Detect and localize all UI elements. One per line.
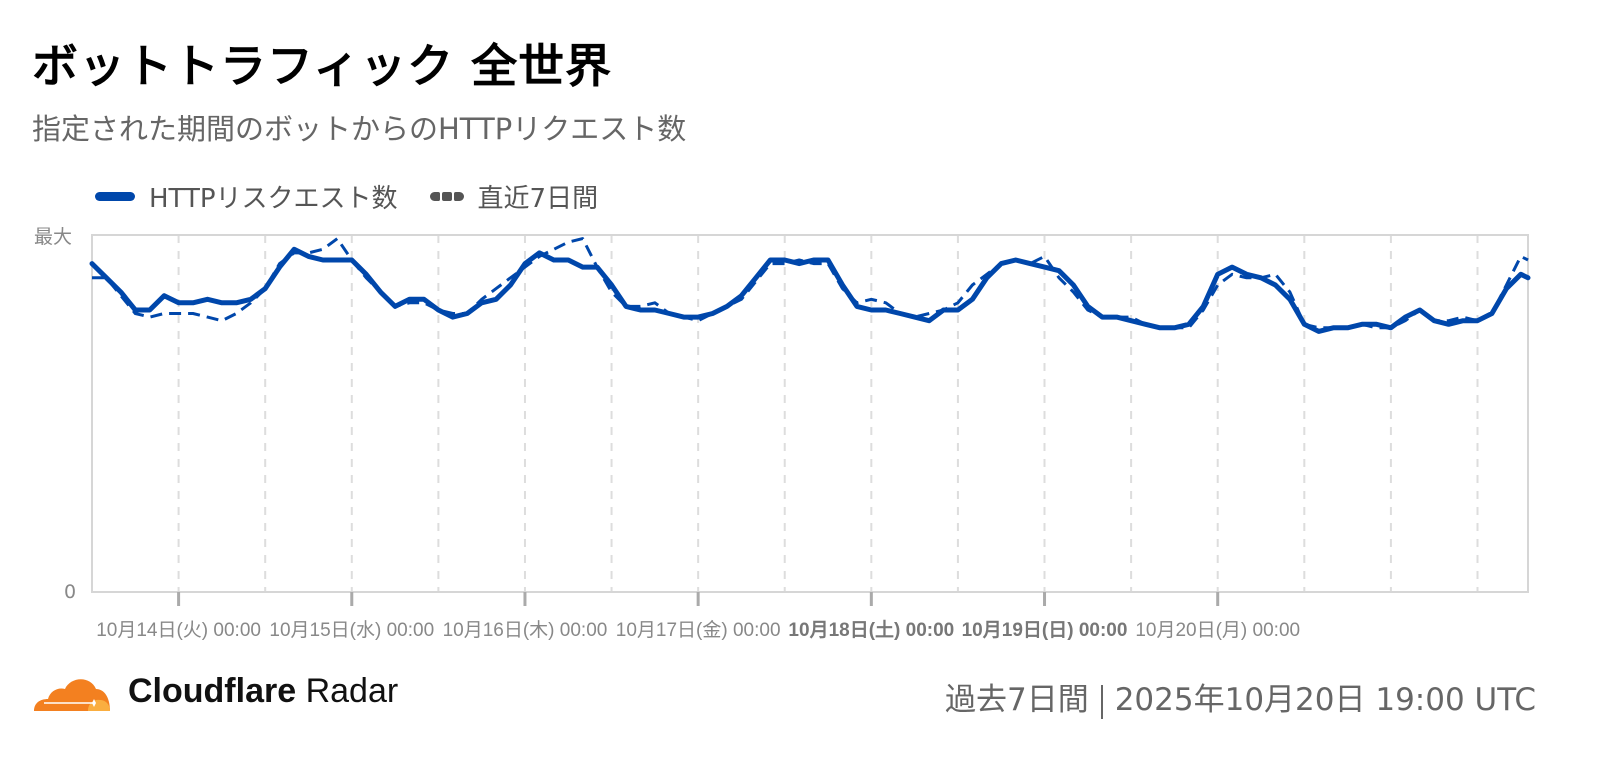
timestamp: 2025年10月20日 19:00 UTC (1114, 682, 1536, 718)
plot-frame (91, 234, 1529, 593)
period-label: 過去7日間 (944, 682, 1089, 718)
http-requests-line[interactable] (89, 246, 1531, 334)
legend-item-previous-7-days[interactable]: 直近7日間 (429, 178, 599, 215)
cloudflare-radar-logo[interactable]: Cloudflare Radar (32, 672, 398, 711)
previous-7-days-line[interactable] (92, 237, 1529, 330)
x-tick-label: 10月20日(月) 00:00 (1135, 620, 1301, 641)
x-tick-label: 10月19日(日) 00:00 (961, 620, 1128, 641)
x-tick-label: 10月17日(金) 00:00 (615, 620, 781, 641)
y-axis-max-label: 最大 (34, 226, 73, 248)
solid-line-icon (95, 192, 135, 201)
legend-label: 直近7日間 (477, 184, 599, 214)
page-title: ボットトラフィック 全世界 (32, 39, 613, 93)
separator (1100, 684, 1103, 719)
x-axis-ticks (177, 592, 1220, 606)
dashed-line-icon (429, 192, 464, 201)
x-tick-label: 10月16日(木) 00:00 (442, 620, 608, 641)
legend-label: HTTPリスクエスト数 (149, 184, 398, 214)
x-tick-label: 10月15日(水) 00:00 (269, 620, 435, 641)
cloudflare-cloud-icon (34, 678, 110, 711)
brand-name: Cloudflare Radar (128, 672, 398, 711)
x-tick-label: 10月18日(土) 00:00 (788, 620, 955, 641)
page-subtitle: 指定された期間のボットからのHTTPリクエスト数 (32, 112, 687, 146)
brand-light: Radar (305, 672, 399, 710)
brand-bold: Cloudflare (128, 672, 297, 710)
legend-item-requests[interactable]: HTTPリスクエスト数 (95, 178, 398, 215)
x-tick-label: 10月14日(火) 00:00 (96, 620, 261, 641)
chart-grid (177, 235, 1479, 592)
time-range-info: 過去7日間 2025年10月20日 19:00 UTC (945, 674, 1536, 719)
y-axis-min-label: 0 (64, 581, 77, 603)
chart-legend: HTTPリスクエスト数 直近7日間 (95, 178, 630, 215)
